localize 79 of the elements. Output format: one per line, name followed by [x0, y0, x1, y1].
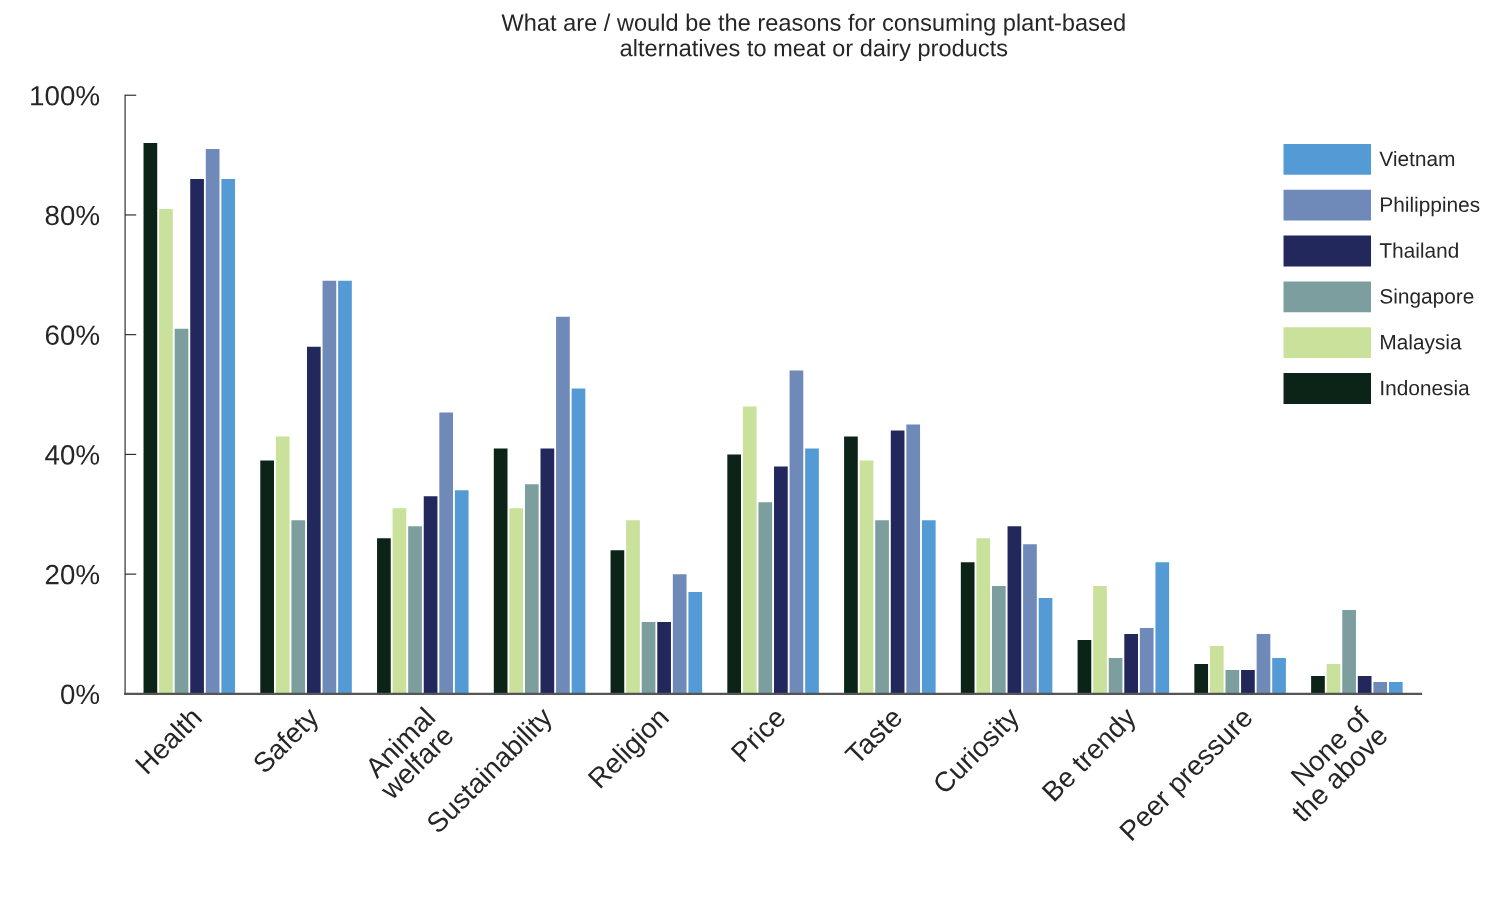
chart-title: What are / would be the reasons for consuming plant-based alternatives to meat or dairy products [501, 13, 1125, 62]
legend-label: Malaysia [1381, 334, 1462, 354]
bar [556, 316, 570, 694]
y-tick-label: 100% [31, 85, 100, 106]
bar [1209, 645, 1224, 694]
bar [1272, 657, 1286, 694]
bar [1155, 562, 1170, 694]
bar [143, 143, 158, 694]
bar [657, 622, 671, 694]
bar [976, 538, 991, 694]
bar [524, 484, 539, 694]
bar [1357, 675, 1372, 694]
bar [392, 508, 407, 694]
bar [805, 448, 819, 694]
bar [1342, 610, 1356, 694]
bar [789, 370, 804, 694]
bar [205, 149, 220, 694]
bar [377, 538, 391, 694]
bar [1256, 633, 1271, 694]
bar [890, 430, 905, 694]
bar [1108, 657, 1123, 694]
bar [540, 448, 555, 694]
bar [322, 280, 337, 694]
y-tick-label: 20% [45, 564, 100, 585]
bar [1093, 586, 1107, 694]
bar [641, 622, 656, 694]
bar [1124, 633, 1138, 694]
bar [275, 436, 290, 694]
bar [1326, 663, 1341, 694]
y-tick-label: 0% [61, 684, 100, 705]
bar [493, 448, 508, 694]
bar [454, 490, 469, 694]
bar [626, 520, 640, 694]
bar [1077, 639, 1092, 694]
bar [439, 412, 454, 694]
y-tick-label: 60% [45, 325, 100, 346]
bar [1373, 681, 1388, 694]
bar [260, 460, 274, 694]
bar [306, 346, 321, 694]
bar [758, 502, 773, 694]
bar [875, 520, 889, 694]
bar [408, 526, 422, 694]
bar [1007, 526, 1022, 694]
y-tick-label: 40% [45, 445, 100, 465]
legend-label: Indonesia [1381, 380, 1470, 396]
bar [338, 280, 352, 694]
bar [1225, 669, 1240, 694]
bar [1023, 544, 1037, 694]
y-tick-label: 80% [45, 205, 100, 226]
bar [1139, 628, 1154, 694]
bar [1311, 675, 1325, 694]
bar [1241, 669, 1255, 694]
bar [509, 508, 524, 694]
bar [1038, 598, 1053, 694]
bar [291, 520, 306, 694]
bar [991, 586, 1006, 694]
bar [1194, 663, 1209, 694]
bar [921, 520, 936, 694]
bar [610, 550, 625, 694]
bar [844, 436, 858, 694]
bar [960, 562, 975, 694]
bar [159, 208, 173, 694]
bar [1388, 681, 1403, 694]
bar [742, 406, 757, 694]
legend-label: Vietnam [1379, 150, 1455, 167]
bar [571, 388, 586, 694]
bar [672, 574, 687, 694]
bar [190, 179, 204, 694]
bar [221, 179, 236, 694]
legend-label: Thailand [1379, 242, 1458, 258]
bar [688, 592, 703, 694]
bar [423, 496, 438, 694]
bar [774, 466, 788, 694]
bar [727, 454, 742, 694]
bar [906, 424, 921, 694]
legend-label: Singapore [1380, 288, 1474, 308]
legend-label: Philippines [1381, 196, 1480, 217]
bar [859, 460, 874, 694]
bar [174, 328, 189, 694]
